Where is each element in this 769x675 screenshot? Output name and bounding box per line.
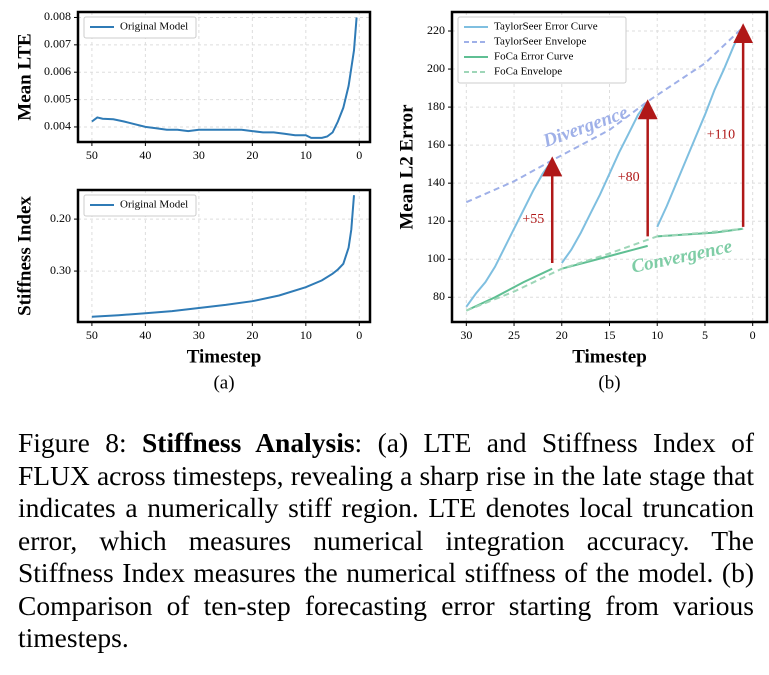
y-axis-label: Stiffness Index [14,196,35,316]
x-tick-label: 40 [139,328,151,342]
y-tick-label: 100 [427,251,445,265]
x-tick-label: 10 [300,148,312,162]
series-line [465,26,744,308]
legend-label: TaylorSeer Envelope [494,36,587,48]
x-tick-label: 0 [356,328,362,342]
y-tick-label: 0.007 [44,37,71,51]
x-tick-label: 0 [356,148,362,162]
x-tick-label: 0 [750,328,756,342]
y-tick-label: 120 [427,213,445,227]
plot-frame [450,10,769,324]
legend-label: FoCa Error Curve [494,51,574,63]
legend-label: Original Model [120,199,188,211]
x-tick-label: 30 [193,328,205,342]
panel-label: (a) [213,372,234,393]
y-tick-label: 180 [427,99,445,113]
y-tick-label: 220 [427,23,445,37]
legend-box [83,16,197,39]
series-line [91,17,358,139]
y-tick-label: 80 [433,289,445,303]
x-tick-label: 20 [246,328,258,342]
y-tick-label: 0.004 [44,119,71,133]
caption-label: Figure 8: [18,427,127,458]
x-tick-label: 50 [86,328,98,342]
series-line [465,26,744,204]
x-axis-label: Timestep [572,346,647,367]
series-line [465,227,744,312]
x-tick-label: 20 [246,148,258,162]
y-tick-label: 140 [427,175,445,189]
x-tick-label: 30 [193,148,205,162]
x-tick-label: 10 [651,328,663,342]
legend-label: Original Model [120,21,188,33]
panel-label: (b) [598,372,620,393]
x-tick-label: 50 [86,148,98,162]
series-line [91,195,355,318]
caption-text: : (a) LTE and Stiffness Index of FLUX ac… [18,427,754,653]
legend-box [83,194,197,217]
y-axis-label: Mean LTE [14,33,35,120]
x-axis-label: Timestep [187,346,262,367]
y-tick-label: 0.005 [44,91,71,105]
y-tick-label: 200 [427,61,445,75]
y-tick-label: 0.30 [50,263,71,277]
x-tick-label: 5 [702,328,708,342]
y-tick-label: 0.008 [44,9,71,23]
legend-box [457,16,627,84]
arrow-label: +110 [707,127,735,142]
caption: Figure 8: Stiffness Analysis: (a) LTE an… [18,427,754,655]
plot-frame [76,10,372,144]
annotation: Convergence [630,236,735,278]
x-tick-label: 40 [139,148,151,162]
plot-frame [76,188,372,324]
y-tick-label: 0.20 [50,211,71,225]
x-tick-label: 30 [460,328,472,342]
arrow-label: +80 [618,170,640,185]
x-tick-label: 20 [556,328,568,342]
x-tick-label: 15 [604,328,616,342]
y-tick-label: 160 [427,137,445,151]
x-tick-label: 25 [508,328,520,342]
caption-title: Stiffness Analysis [142,427,355,458]
legend-label: TaylorSeer Error Curve [494,21,598,33]
legend-label: FoCa Envelope [494,66,562,78]
y-axis-label: Mean L2 Error [396,104,417,230]
x-tick-label: 10 [300,328,312,342]
arrow-label: +55 [522,212,544,227]
y-tick-label: 0.006 [44,64,71,78]
